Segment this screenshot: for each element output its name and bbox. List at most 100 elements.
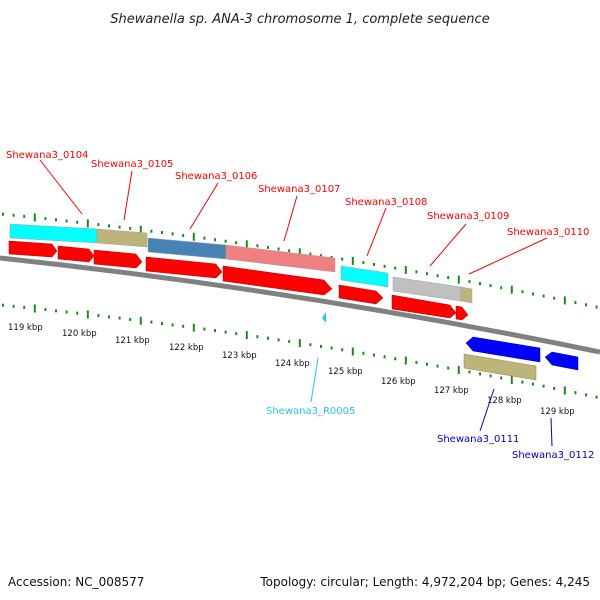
minor-tick	[235, 332, 238, 336]
feature-label-0109[interactable]: Shewana3_0109	[427, 211, 509, 222]
kbp-label: 122 kbp	[169, 343, 204, 353]
minor-tick	[532, 382, 534, 386]
major-tick	[404, 266, 407, 274]
major-tick	[563, 296, 566, 305]
minor-tick	[521, 290, 524, 294]
feature-label-0108[interactable]: Shewana3_0108	[345, 197, 427, 208]
minor-tick	[150, 229, 153, 233]
kbp-label: 128 kbp	[487, 396, 522, 406]
minor-tick	[182, 324, 185, 328]
cds-arrows-forward	[8, 240, 469, 321]
cds-arrow-0104[interactable]	[8, 240, 58, 258]
gene-bar-0110[interactable]	[460, 286, 473, 304]
feature-label-0112[interactable]: Shewana3_0112	[512, 450, 594, 461]
kbp-label: 121 kbp	[115, 336, 150, 346]
kbp-label: 124 kbp	[275, 359, 310, 369]
minor-tick	[479, 282, 481, 286]
kbp-label: 125 kbp	[328, 367, 363, 377]
leader-line-0111	[479, 388, 495, 432]
major-tick	[33, 213, 36, 222]
minor-tick	[97, 223, 100, 227]
minor-tick	[171, 232, 174, 236]
minor-tick	[203, 327, 206, 331]
gene-bars-forward	[9, 223, 473, 304]
minor-tick	[97, 314, 100, 318]
minor-tick	[2, 212, 4, 216]
minor-tick	[309, 343, 312, 347]
gene-bar-0108[interactable]	[340, 265, 389, 288]
leader-line-0110	[468, 237, 548, 275]
kbp-label: 123 kbp	[222, 351, 257, 361]
gene-bar-0111[interactable]	[463, 353, 537, 381]
cds-arrow-0106[interactable]	[145, 256, 223, 279]
minor-tick	[426, 272, 428, 276]
minor-tick	[23, 305, 26, 309]
major-tick	[245, 331, 248, 340]
minor-tick	[479, 372, 481, 376]
minor-tick	[500, 286, 503, 290]
gene-bar-0104[interactable]	[9, 223, 98, 244]
minor-tick	[341, 257, 344, 261]
cds-arrow-0107[interactable]	[222, 265, 333, 296]
cds-arrow-0108[interactable]	[338, 284, 384, 305]
minor-tick	[256, 244, 259, 248]
major-tick	[245, 240, 248, 249]
cds-arrow-0112[interactable]	[544, 351, 579, 371]
minor-tick	[256, 335, 259, 339]
cds-arrow-0105b[interactable]	[93, 249, 143, 269]
major-tick	[404, 356, 407, 365]
minor-tick	[436, 274, 439, 278]
minor-tick	[76, 311, 79, 315]
minor-tick	[553, 296, 556, 300]
cds-arrow-0109[interactable]	[391, 294, 457, 319]
major-tick	[139, 316, 142, 325]
minor-tick	[394, 357, 397, 361]
major-tick	[510, 285, 513, 294]
minor-tick	[129, 227, 132, 230]
feature-label-0105[interactable]: Shewana3_0105	[91, 159, 173, 170]
minor-tick	[415, 270, 418, 274]
minor-tick	[394, 266, 397, 270]
minor-tick	[203, 236, 206, 240]
minor-tick	[161, 231, 163, 234]
gene-bar-0105[interactable]	[96, 228, 148, 248]
feature-label-0111[interactable]: Shewana3_0111	[437, 434, 519, 445]
outer-tick-track	[2, 212, 598, 309]
gene-bar-0107[interactable]	[225, 244, 336, 273]
feature-label-r0005[interactable]: Shewana3_R0005	[266, 406, 355, 417]
minor-tick	[23, 214, 26, 218]
leader-line-0112	[550, 417, 553, 447]
features-reverse	[322, 312, 579, 381]
minor-tick	[108, 315, 110, 319]
minor-tick	[362, 351, 365, 355]
kbp-labels: 119 kbp 120 kbp 121 kbp 122 kbp 123 kbp …	[8, 323, 575, 417]
minor-tick	[288, 249, 291, 253]
minor-tick	[521, 380, 524, 384]
accession-text: Accession: NC_008577	[8, 575, 144, 589]
minor-tick	[373, 262, 375, 266]
minor-tick	[553, 386, 556, 390]
kbp-label: 126 kbp	[381, 377, 416, 387]
minor-tick	[118, 225, 121, 229]
minor-tick	[76, 220, 79, 224]
minor-tick	[277, 338, 280, 342]
cds-arrow-0105[interactable]	[57, 245, 95, 263]
major-tick	[510, 376, 513, 384]
minor-tick	[267, 245, 269, 249]
minor-tick	[224, 239, 227, 243]
minor-tick	[574, 301, 577, 305]
cds-arrow-0111[interactable]	[465, 336, 541, 363]
map-title: Shewanella sp. ANA-3 chromosome 1, compl…	[110, 12, 489, 27]
feature-label-0106[interactable]: Shewana3_0106	[175, 171, 257, 182]
feature-label-0107[interactable]: Shewana3_0107	[258, 184, 340, 195]
feature-label-0110[interactable]: Shewana3_0110	[507, 227, 589, 238]
cds-arrow-0110[interactable]	[455, 305, 469, 321]
topology-text: Topology: circular; Length: 4,972,204 bp…	[259, 575, 590, 589]
rna-marker-r0005[interactable]	[322, 312, 326, 323]
minor-tick	[383, 264, 386, 268]
leader-line-0106	[189, 182, 219, 230]
minor-tick	[55, 309, 57, 313]
major-tick	[86, 310, 89, 319]
feature-label-0104[interactable]: Shewana3_0104	[6, 150, 88, 161]
